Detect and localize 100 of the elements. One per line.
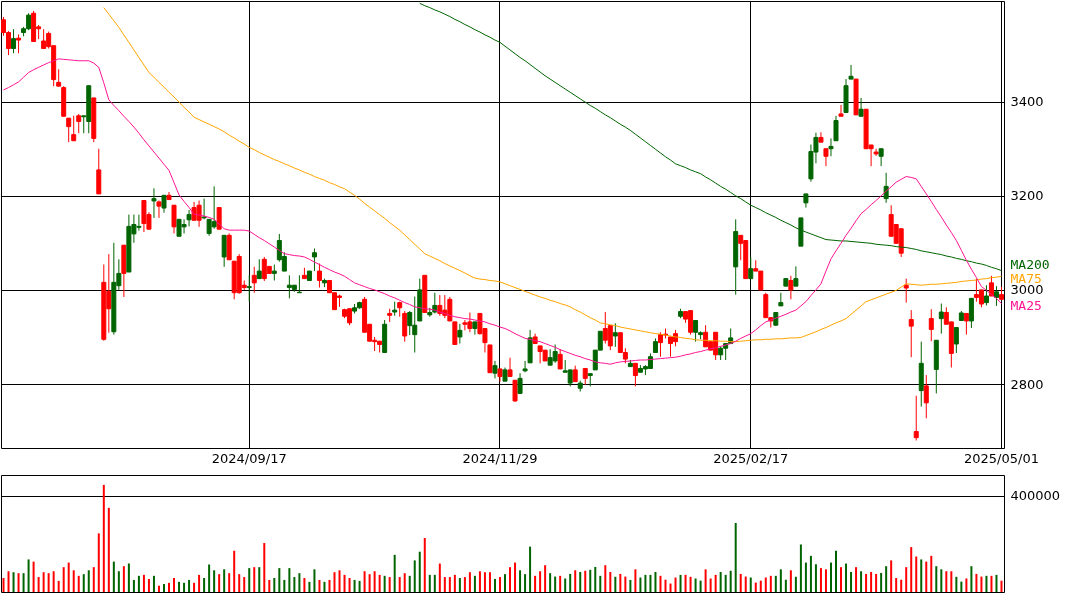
bar [423,537,426,592]
candlestick [557,348,563,370]
bar [2,578,5,592]
bar [714,574,717,592]
bar [62,567,65,592]
bar [789,570,792,592]
bar [323,581,326,592]
bar [87,570,90,592]
bar [885,566,888,592]
candlestick [793,265,799,287]
bar [363,571,366,592]
candlestick [251,266,257,294]
bar [37,577,40,592]
candlestick [632,362,638,387]
bar [308,581,311,592]
bar [699,580,702,592]
candlestick [71,115,77,142]
candlestick [988,275,994,297]
bar [674,577,677,592]
bar [413,560,416,592]
bar [408,575,411,592]
bar [328,579,331,592]
candlestick [763,292,769,319]
bar [875,573,878,592]
bar [152,575,155,592]
bar [188,579,191,592]
bar [734,523,737,592]
bar [433,574,436,592]
bar [303,578,306,592]
bar [960,581,963,592]
bar [594,566,597,592]
bar [318,579,321,592]
candlestick [993,285,999,307]
bar [238,574,241,592]
bar [684,574,687,592]
bar [704,569,707,592]
bar [534,575,537,592]
candlestick [256,258,262,280]
bar [840,567,843,592]
candlestick [151,187,157,219]
bar [67,562,70,592]
y-tick-label: 400000 [1010,488,1061,504]
bar [609,571,612,592]
bar [463,577,466,592]
bar [649,574,652,592]
bar [920,559,923,592]
bar [860,571,863,592]
candlestick [66,117,72,143]
bar [870,571,873,592]
bar [353,579,356,592]
candlestick [878,148,884,167]
x-tick-label: 2025/02/17 [713,450,789,466]
bar [819,568,822,592]
candlestick [838,104,844,117]
bar [569,573,572,592]
bar [669,583,672,592]
bar [338,570,341,592]
bar [498,577,501,592]
bar [27,559,30,592]
bar [453,574,456,592]
bar [694,578,697,592]
candlestick [171,204,177,234]
bar [418,551,421,592]
bar [228,573,231,592]
bar [358,580,361,592]
bar [117,571,120,592]
bar [47,573,50,592]
bar [980,576,983,592]
bar [995,574,998,592]
bar [443,577,446,592]
bar [368,574,371,592]
bar [273,578,276,592]
candlestick [472,321,478,336]
bar [985,575,988,592]
bar [719,571,722,592]
bar [142,574,145,592]
bar [940,569,943,592]
y-tick-label: 3000 [1010,282,1044,298]
bar [208,564,211,592]
bar [519,570,522,592]
bar [514,562,517,592]
candlestick [963,312,969,336]
bar [599,575,602,592]
line-series [419,2,1002,272]
bar [930,555,933,592]
bar [147,578,150,592]
bar [955,576,958,592]
bar [72,570,75,592]
bar [483,572,486,592]
bar [689,576,692,592]
bar [574,570,577,592]
bar [348,578,351,592]
bar [509,567,512,592]
bar [383,575,386,592]
bar [925,561,928,592]
candlestick [953,327,959,354]
bar [544,565,547,592]
bar [744,576,747,592]
y-tick-label: 3200 [1010,188,1044,204]
bar [880,572,883,592]
